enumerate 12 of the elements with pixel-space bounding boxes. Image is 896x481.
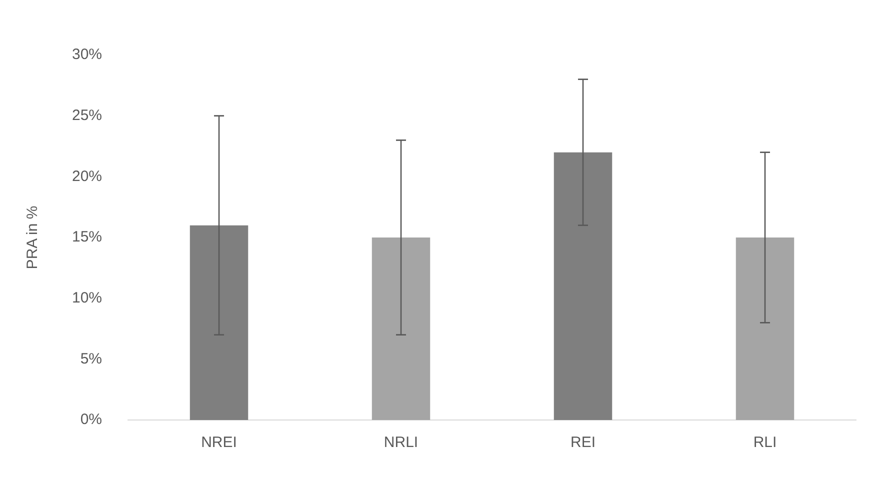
y-tick-label: 20% (72, 168, 102, 185)
y-tick-label: 0% (80, 411, 102, 428)
x-tick-label: NREI (201, 434, 237, 452)
x-tick-label: REI (570, 434, 596, 452)
y-axis-title: PRA in % (24, 206, 42, 270)
y-tick-label: 30% (72, 46, 102, 64)
x-tick-label: NRLI (384, 434, 418, 452)
x-tick-label: RLI (753, 434, 777, 452)
y-tick-label: 10% (72, 289, 102, 306)
y-tick-label: 5% (80, 350, 102, 368)
y-tick-label: 25% (72, 106, 102, 124)
y-tick-label: 15% (72, 228, 102, 246)
